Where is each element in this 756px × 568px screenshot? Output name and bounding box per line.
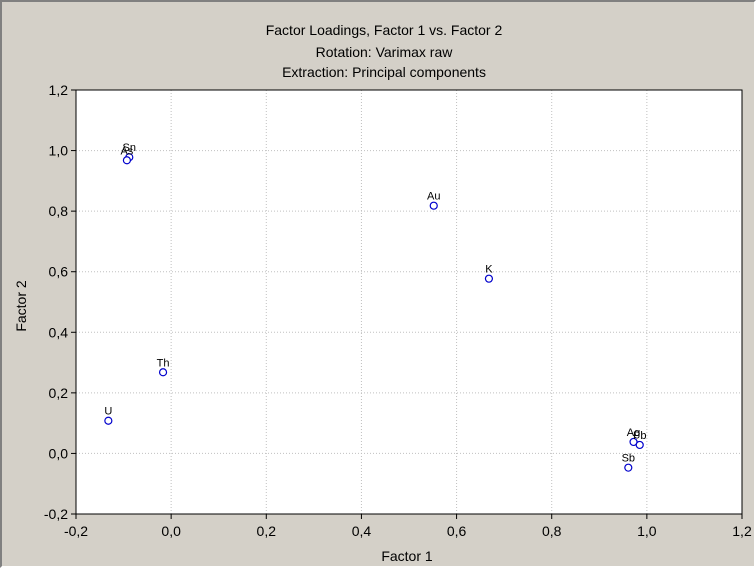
point-label-k: K [485, 264, 493, 276]
point-label-pb: Pb [633, 430, 646, 442]
y-tick-label: 0,8 [49, 203, 69, 219]
data-point-u [104, 416, 113, 425]
point-label-as: As [120, 145, 133, 157]
y-tick-label: 0,2 [49, 385, 69, 401]
plot-border [75, 89, 743, 515]
x-tick-label: 0,0 [161, 523, 181, 539]
point-label-u: U [104, 406, 112, 418]
point-label-au: Au [427, 191, 440, 203]
data-point-sb [624, 463, 633, 472]
y-tick-label: 0,6 [49, 264, 69, 280]
y-tick-label: 0,0 [49, 445, 69, 461]
point-label-ag: Ag [627, 427, 640, 439]
data-point-th [158, 368, 168, 377]
y-tick-label: 1,0 [49, 143, 69, 159]
chart-subtitle-rotation: Rotation: Varimax raw [316, 44, 454, 60]
chart-subtitle-extraction: Extraction: Principal components [282, 64, 486, 80]
point-label-sb: Sb [622, 453, 635, 465]
point-label-th: Th [157, 357, 170, 369]
x-tick-label: 0,6 [447, 523, 467, 539]
data-point-k [484, 274, 494, 283]
y-tick-label: 0,4 [49, 324, 69, 340]
x-tick-label: 0,8 [542, 523, 562, 539]
chart-title: Factor Loadings, Factor 1 vs. Factor 2 [266, 22, 503, 38]
data-point-pb [635, 440, 644, 450]
x-tick-label: 0,4 [352, 523, 372, 539]
x-tick-label: 0,2 [257, 523, 277, 539]
data-point-au [429, 201, 438, 210]
point-label-sn: Sn [123, 142, 136, 154]
y-tick-label: -0,2 [44, 506, 68, 522]
x-tick-label: 1,2 [732, 523, 752, 539]
data-point-as [122, 156, 132, 165]
plot-area: -0,2 0,0 0,2 0,4 0,6 0,8 1,0 1,2 -0,2 0,0 0,2 0,4 0,… [44, 82, 752, 539]
plot-background [76, 90, 742, 514]
y-tick-label: 1,2 [49, 82, 69, 98]
x-axis-title: Factor 1 [381, 548, 433, 564]
x-tick-label: -0,2 [64, 523, 88, 539]
x-tick-label: 1,0 [637, 523, 657, 539]
y-axis-title: Factor 2 [13, 280, 29, 332]
